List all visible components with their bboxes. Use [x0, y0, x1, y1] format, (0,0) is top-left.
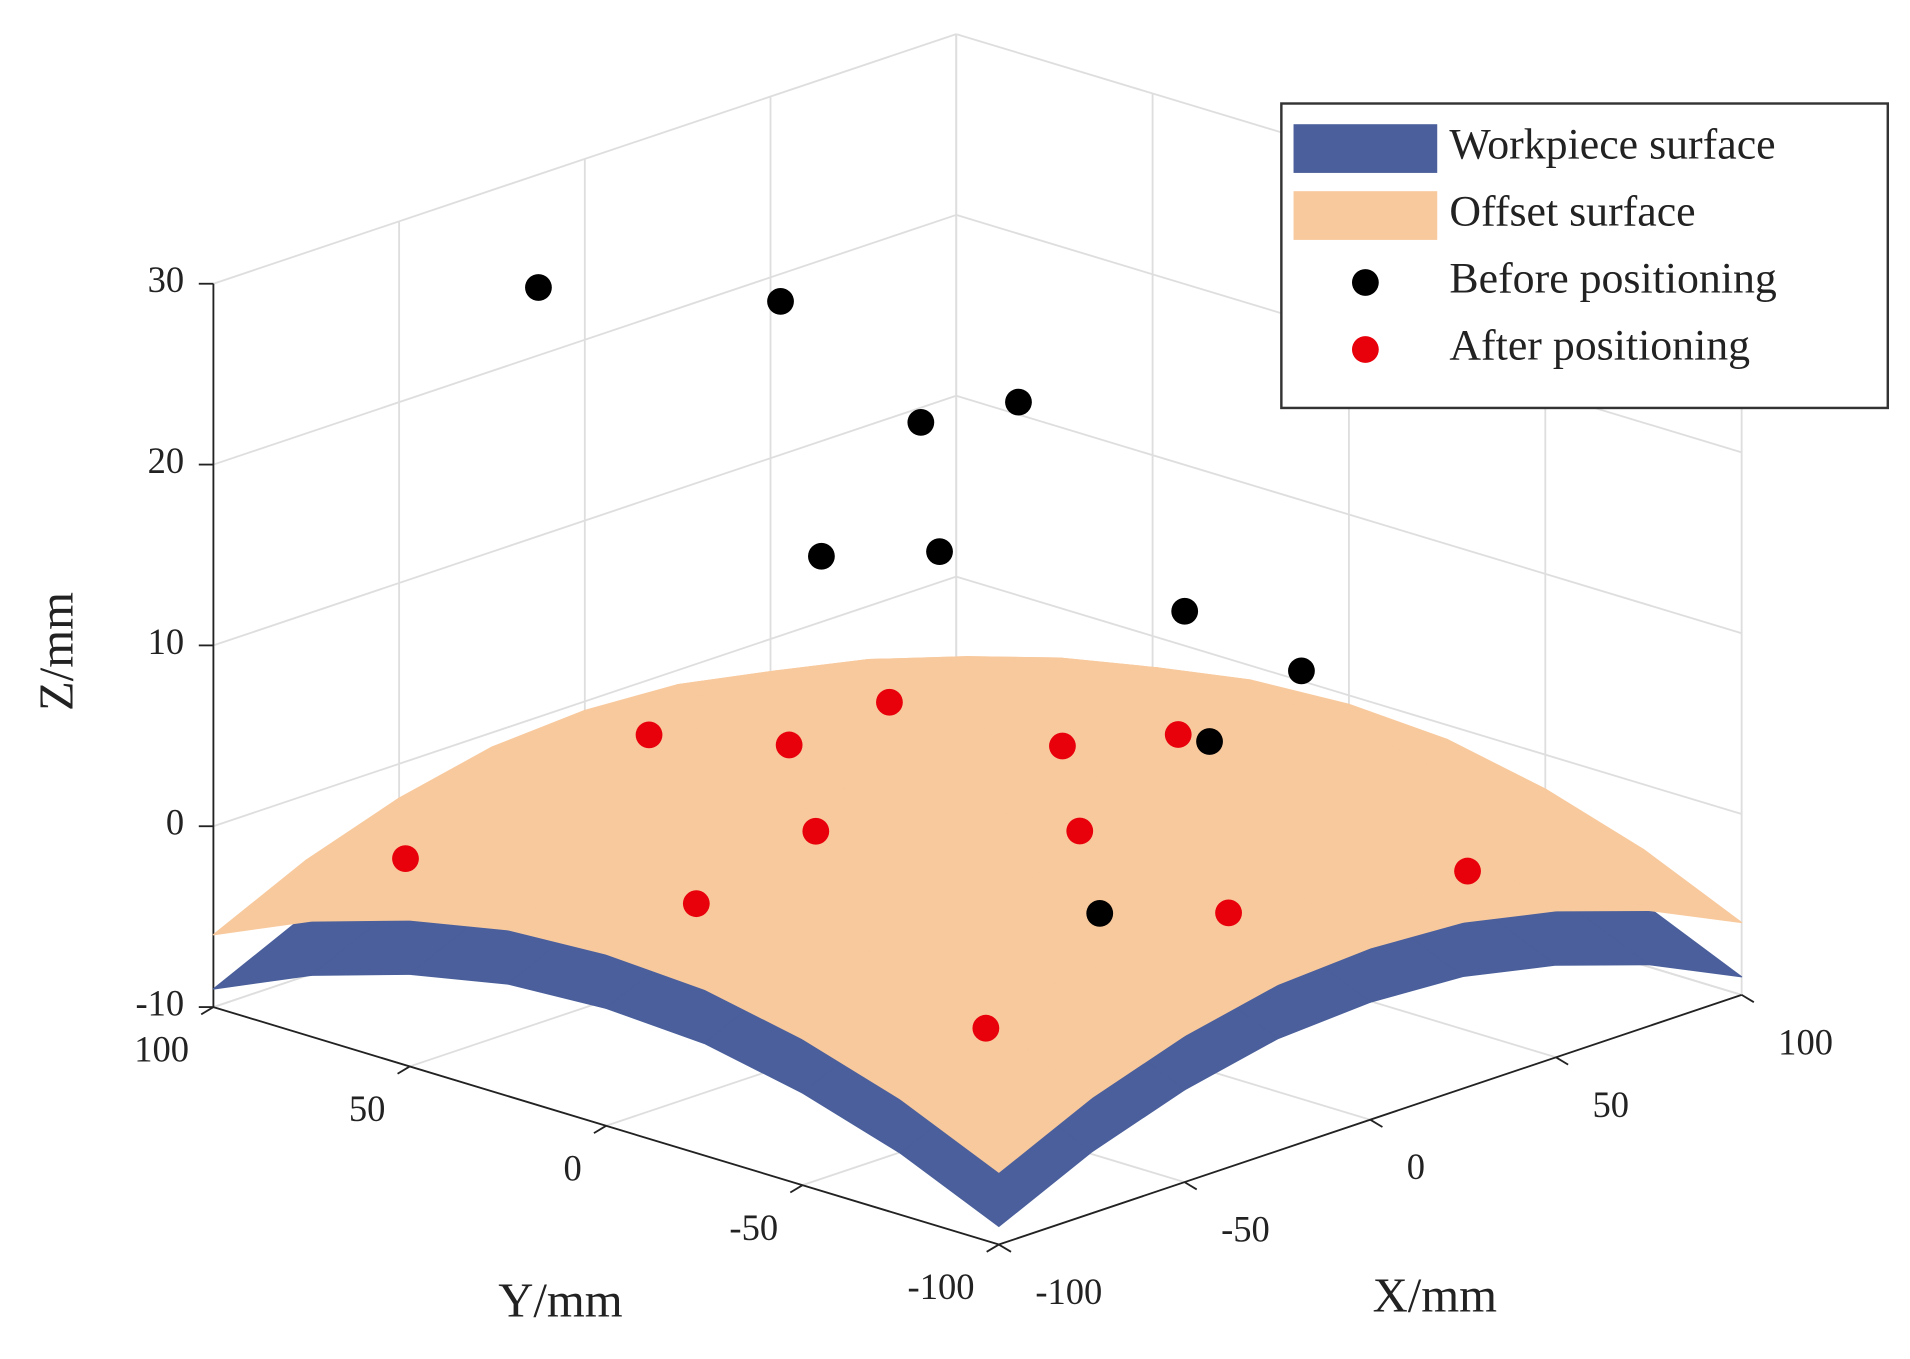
y-tick-label: 100: [134, 1029, 189, 1070]
point: [1288, 657, 1315, 685]
point: [1066, 817, 1094, 845]
points: [392, 274, 1481, 1042]
point: [907, 408, 935, 436]
point: [1049, 732, 1076, 760]
y-tick-label: -100: [908, 1266, 975, 1307]
y-tick-label: 50: [349, 1088, 386, 1129]
x-tick-label: 100: [1778, 1021, 1833, 1062]
legend-label: After positioning: [1449, 322, 1750, 370]
grid-line: [213, 214, 957, 466]
point: [1171, 597, 1199, 625]
x-tick: [1555, 1056, 1569, 1066]
y-tick-label: 0: [563, 1147, 581, 1188]
point: [635, 721, 663, 749]
y-tick: [789, 1184, 803, 1194]
y-axis-label: Y/mm: [498, 1274, 623, 1328]
legend-marker: [1351, 269, 1379, 296]
point: [1005, 388, 1032, 416]
x-tick: [998, 1243, 1012, 1253]
legend-label: Offset surface: [1449, 188, 1695, 236]
legend-swatch: [1293, 191, 1438, 240]
x-tick-label: 0: [1407, 1146, 1425, 1187]
point: [802, 817, 830, 845]
y-tick: [593, 1125, 607, 1134]
surfaces: [212, 656, 1743, 1228]
x-tick-label: -100: [1035, 1271, 1102, 1312]
legend-label: Before positioning: [1449, 255, 1777, 303]
surface: [212, 656, 1743, 1173]
legend-label: Workpiece surface: [1449, 121, 1775, 169]
point: [682, 890, 710, 918]
point: [1164, 721, 1192, 748]
y-tick-label: -50: [729, 1207, 778, 1248]
point: [525, 274, 552, 301]
legend: Workpiece surface Offset surface Before po…: [1280, 102, 1890, 410]
z-tick-label: 30: [148, 259, 185, 300]
z-tick-label: -10: [135, 982, 184, 1023]
point: [392, 845, 419, 872]
grid-line: [955, 575, 1742, 815]
point: [1454, 857, 1481, 885]
z-tick-label: 10: [148, 621, 185, 662]
y-tick: [986, 1243, 1000, 1253]
y-axis: [213, 1006, 1000, 1246]
point: [808, 542, 835, 570]
legend-swatch: [1293, 124, 1438, 173]
x-axis-label: X/mm: [1373, 1269, 1498, 1323]
grid-line: [213, 33, 957, 285]
y-tick: [397, 1065, 411, 1075]
point: [1086, 900, 1114, 927]
point: [1196, 728, 1223, 755]
point: [775, 731, 803, 759]
point: [767, 287, 794, 315]
point: [1215, 899, 1242, 927]
grid-line: [213, 394, 957, 647]
x-tick-label: 50: [1592, 1084, 1629, 1125]
x-tick-label: -50: [1221, 1209, 1270, 1250]
z-tick-label: 0: [166, 802, 184, 843]
point: [972, 1014, 1000, 1042]
x-tick: [1184, 1181, 1198, 1191]
legend-marker: [1351, 336, 1379, 363]
x-tick: [1369, 1118, 1383, 1128]
x-tick: [1741, 994, 1755, 1003]
y-tick: [200, 1006, 214, 1016]
point: [926, 538, 953, 566]
point: [876, 688, 903, 716]
z-axis-label: Z/mm: [29, 592, 83, 711]
grid-line: [213, 575, 957, 828]
grid-line: [955, 394, 1742, 635]
z-tick-label: 20: [148, 440, 185, 481]
